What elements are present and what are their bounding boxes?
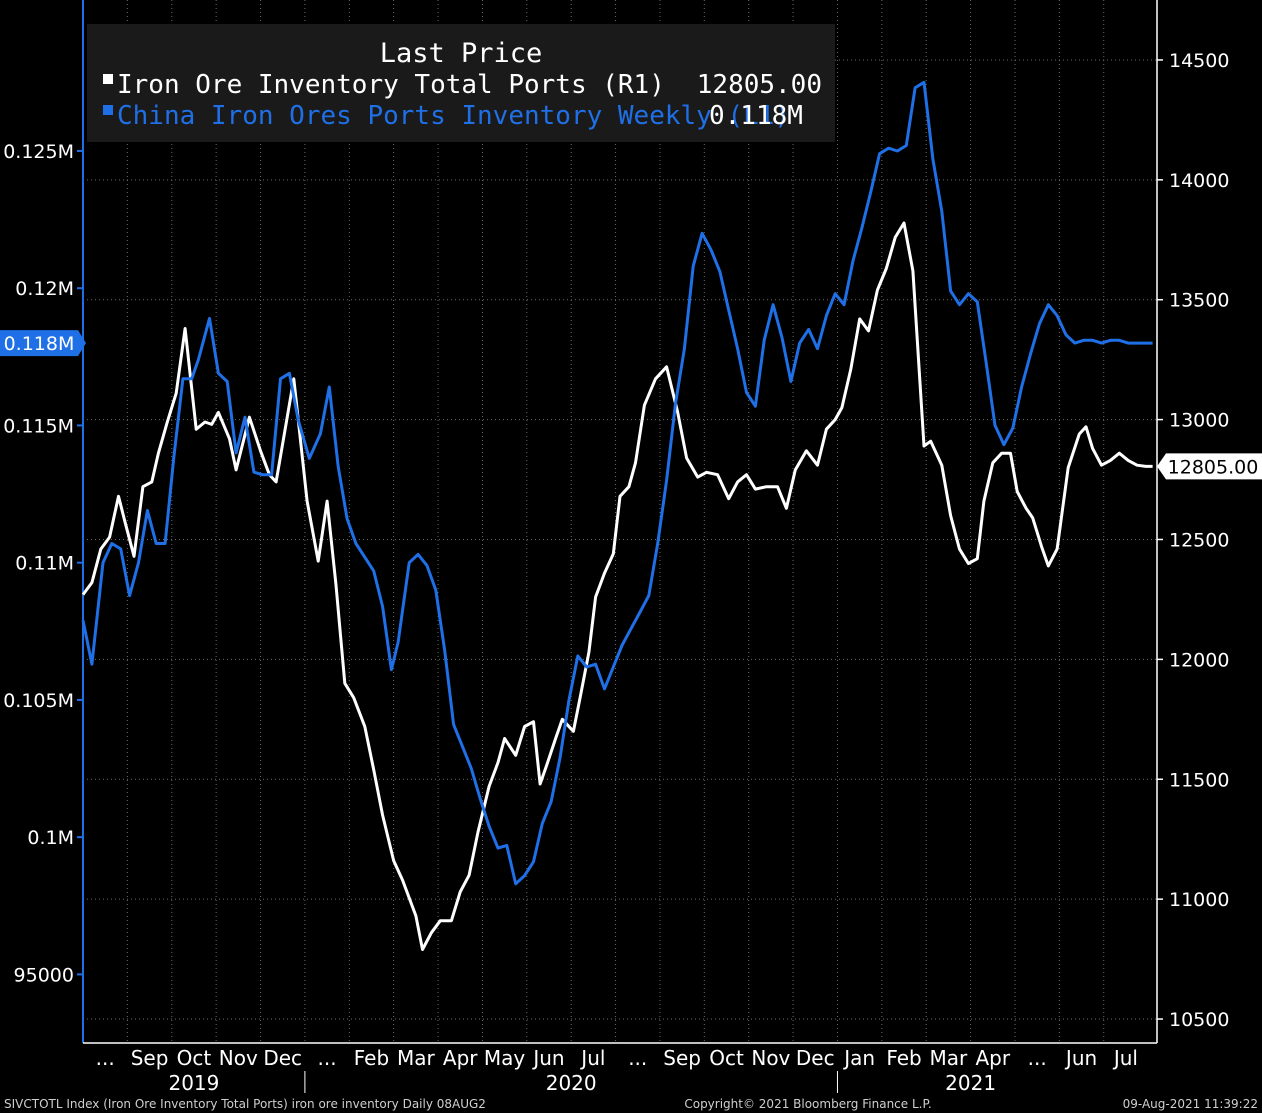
- x-tick-label: Jul: [1112, 1046, 1138, 1070]
- right-tick-label: 10500: [1169, 1009, 1229, 1031]
- x-year-label: 2020: [546, 1071, 597, 1095]
- left-tick-label: 0.115M: [3, 415, 74, 437]
- footer: SIVCTOTL Index (Iron Ore Inventory Total…: [4, 1097, 1258, 1111]
- x-tick-label: Sep: [663, 1046, 701, 1070]
- right-tick-label: 12000: [1169, 649, 1229, 671]
- right-tick-label: 14500: [1169, 50, 1229, 72]
- x-axis-ticks: ... Sep Oct Nov Dec... Feb Mar Apr May Jun Jul... S…: [96, 1046, 1138, 1095]
- x-tick-label: Feb: [354, 1046, 389, 1070]
- right-tick-label: 13000: [1169, 410, 1229, 432]
- legend-value-total-ports: 12805.00: [697, 70, 822, 100]
- x-tick-label: Nov: [219, 1046, 258, 1070]
- legend: Last Price Iron Ore Inventory Total Port…: [87, 24, 835, 142]
- left-tick-label: 0.1M: [27, 827, 74, 849]
- series-lines: [81, 80, 1153, 951]
- legend-label-china-weekly: China Iron Ores Ports Inventory Weekly (…: [117, 101, 790, 131]
- footer-center: Copyright© 2021 Bloomberg Finance L.P.: [684, 1097, 931, 1111]
- x-tick-label: ...: [1028, 1046, 1047, 1070]
- left-axis-ticks: 95000 0.1M 0.105M 0.11M 0.115M 0.12M 0.125M: [3, 141, 83, 986]
- x-tick-label: May: [484, 1046, 526, 1070]
- x-year-label: 2019: [168, 1071, 219, 1095]
- last-value-badges: 0.118M 12805.00: [0, 330, 1262, 480]
- x-tick-label: Mar: [930, 1046, 969, 1070]
- footer-left: SIVCTOTL Index (Iron Ore Inventory Total…: [4, 1097, 486, 1111]
- x-tick-label: Nov: [751, 1046, 790, 1070]
- series-line-china-weekly: [81, 80, 1153, 886]
- right-tick-label: 11000: [1169, 889, 1229, 911]
- left-tick-label: 95000: [14, 964, 74, 986]
- x-tick-label: Mar: [397, 1046, 436, 1070]
- x-tick-label: Sep: [131, 1046, 169, 1070]
- x-tick-label: Jul: [579, 1046, 605, 1070]
- left-tick-label: 0.125M: [3, 141, 74, 163]
- x-tick-label: ...: [96, 1046, 115, 1070]
- x-tick-label: Dec: [263, 1046, 302, 1070]
- left-tick-label: 0.11M: [15, 553, 74, 575]
- right-tick-label: 11500: [1169, 769, 1229, 791]
- right-last-value-badge: [1157, 453, 1262, 480]
- legend-box: [87, 24, 835, 142]
- legend-value-china-weekly: 0.118M: [709, 101, 803, 131]
- right-tick-label: 12500: [1169, 529, 1229, 551]
- legend-title: Last Price: [380, 38, 543, 69]
- x-tick-label: Dec: [796, 1046, 835, 1070]
- legend-swatch-blue: [103, 105, 113, 115]
- x-tick-label: Feb: [886, 1046, 921, 1070]
- footer-right: 09-Aug-2021 11:39:22: [1123, 1097, 1258, 1111]
- legend-label-total-ports: Iron Ore Inventory Total Ports (R1): [117, 70, 665, 100]
- x-tick-label: ...: [628, 1046, 647, 1070]
- right-last-value-label: 12805.00: [1168, 456, 1259, 478]
- left-last-value-badge: [0, 330, 86, 357]
- right-tick-label: 14000: [1169, 170, 1229, 192]
- x-tick-label: Jun: [1064, 1046, 1097, 1070]
- x-tick-label: Oct: [709, 1046, 744, 1070]
- x-tick-label: Apr: [443, 1046, 478, 1070]
- left-tick-label: 0.105M: [3, 690, 74, 712]
- x-year-label: 2021: [945, 1071, 996, 1095]
- series-line-total-ports: [81, 221, 1153, 951]
- x-tick-label: Jun: [531, 1046, 564, 1070]
- x-tick-label: ...: [318, 1046, 337, 1070]
- left-tick-label: 0.12M: [15, 278, 74, 300]
- right-tick-label: 13500: [1169, 290, 1229, 312]
- axes: [82, 0, 1158, 1044]
- left-last-value-label: 0.118M: [4, 333, 75, 355]
- x-tick-label: Oct: [177, 1046, 212, 1070]
- legend-swatch-white: [103, 74, 113, 84]
- right-axis-ticks: 10500 11000 11500 12000 12500 13000 13500 14000…: [1157, 50, 1229, 1031]
- x-tick-label: Jan: [842, 1046, 875, 1070]
- x-tick-label: Apr: [975, 1046, 1010, 1070]
